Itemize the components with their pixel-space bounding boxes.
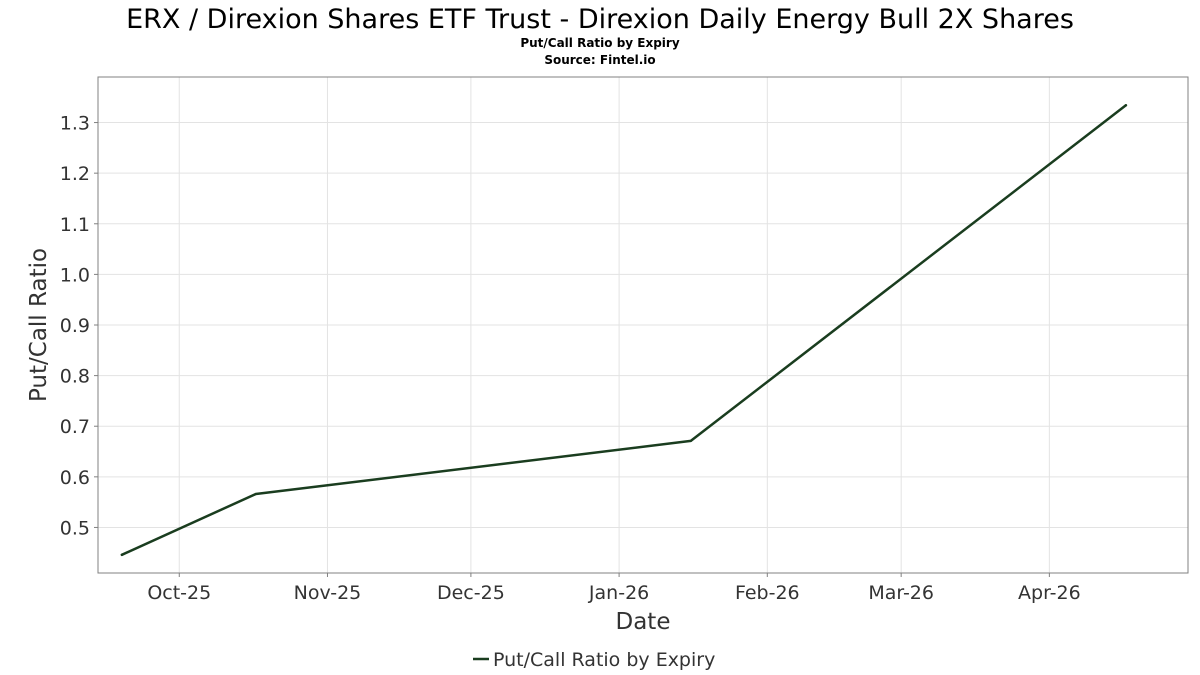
x-tick-label: Oct-25 <box>147 582 211 604</box>
chart-title: ERX / Direxion Shares ETF Trust - Direxi… <box>126 4 1074 35</box>
x-tick-label: Jan-26 <box>588 582 649 604</box>
legend: Put/Call Ratio by Expiry <box>473 649 715 671</box>
x-axis-title: Date <box>616 609 671 635</box>
x-tick-label: Feb-26 <box>735 582 800 604</box>
y-tick-label: 1.3 <box>60 113 90 135</box>
chart-subtitle: Put/Call Ratio by Expiry <box>520 36 680 50</box>
x-tick-label: Nov-25 <box>294 582 362 604</box>
x-tick-label: Dec-25 <box>437 582 505 604</box>
y-tick-label: 0.7 <box>60 416 90 438</box>
y-tick-label: 0.8 <box>60 366 90 388</box>
y-tick-label: 0.9 <box>60 315 90 337</box>
x-tick-label: Mar-26 <box>868 582 934 604</box>
y-tick-label: 1.2 <box>60 163 90 185</box>
data-point <box>121 554 123 556</box>
legend-label: Put/Call Ratio by Expiry <box>493 649 715 671</box>
y-axis-title: Put/Call Ratio <box>26 248 52 402</box>
y-tick-label: 1.1 <box>60 214 90 236</box>
x-tick-label: Apr-26 <box>1018 582 1081 604</box>
data-point <box>1125 104 1127 106</box>
y-tick-label: 1.0 <box>60 264 90 286</box>
data-point <box>690 440 692 442</box>
grid-layer <box>98 77 1188 573</box>
series-layer <box>121 104 1127 556</box>
data-point <box>255 493 257 495</box>
y-tick-label: 0.5 <box>60 517 90 539</box>
axis-layer: 0.5 0.6 0.7 0.8 0.9 1.0 1.1 1.2 1.3 Oct-25 Nov-25 D… <box>60 113 1081 604</box>
y-tick-label: 0.6 <box>60 467 90 489</box>
chart-source: Source: Fintel.io <box>544 53 655 67</box>
